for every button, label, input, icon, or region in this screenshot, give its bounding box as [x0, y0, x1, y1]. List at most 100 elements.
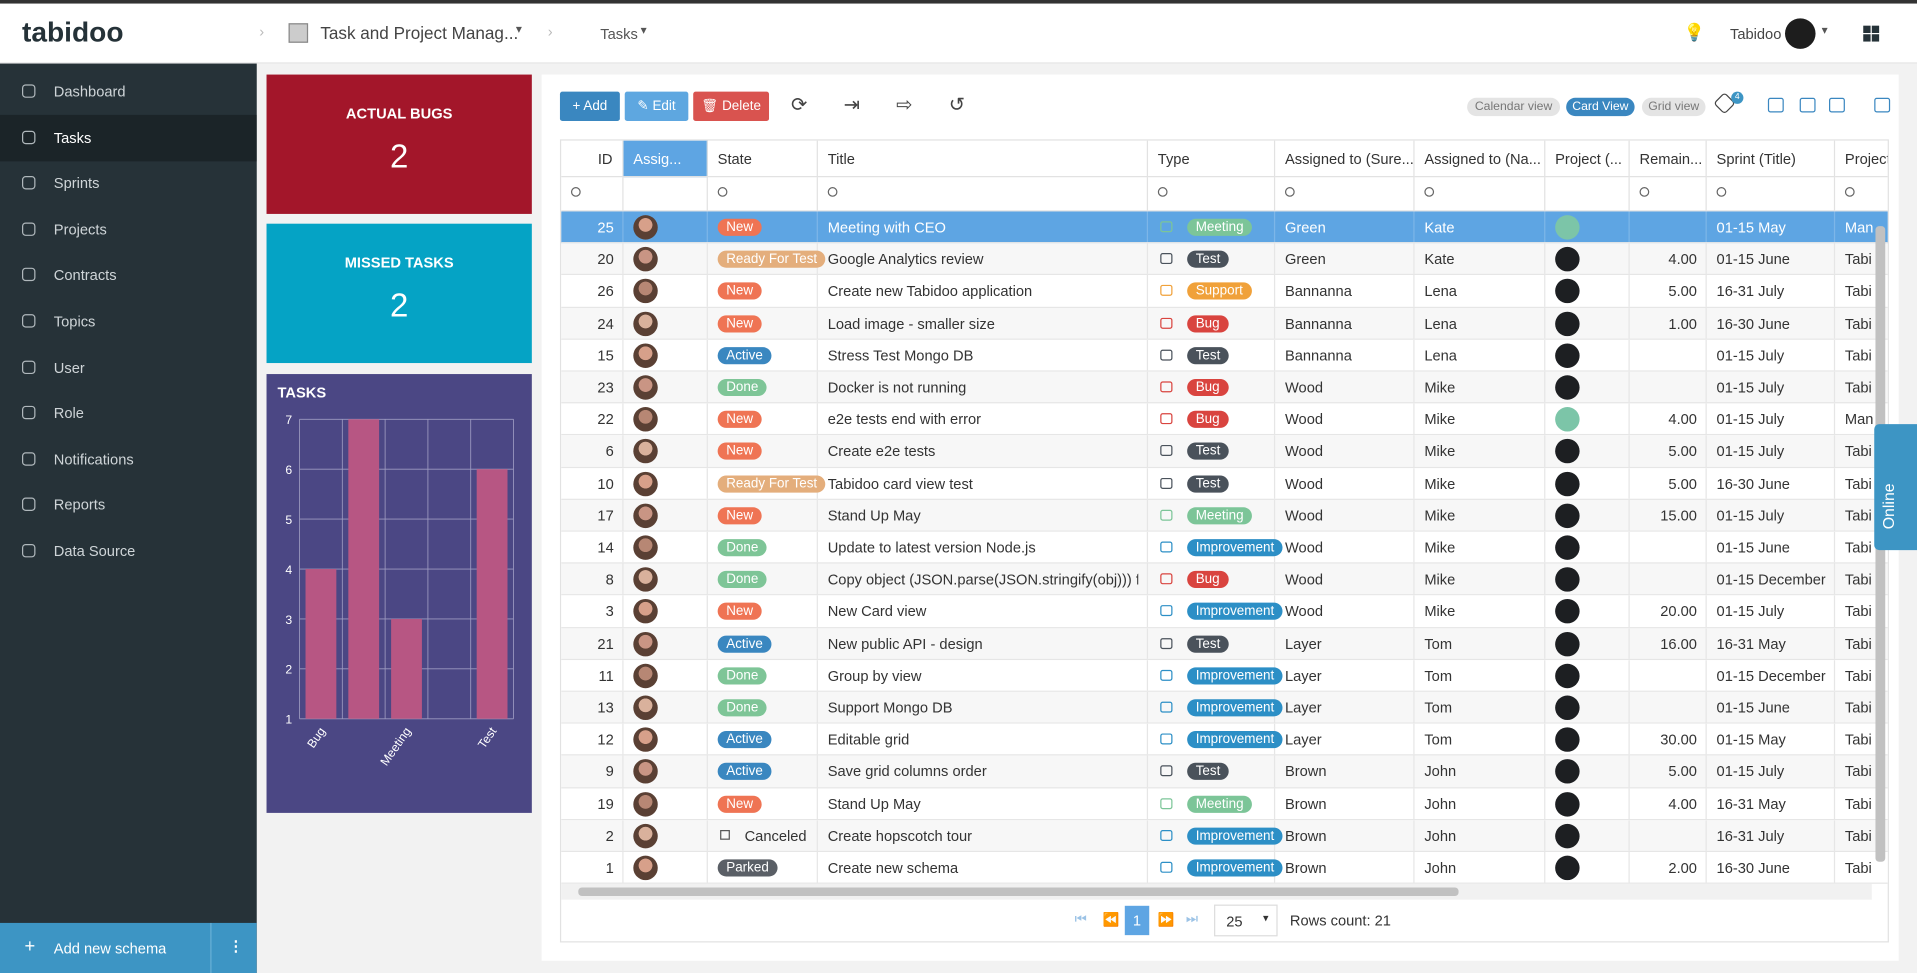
edit-button[interactable]: ✎ Edit: [624, 91, 689, 122]
view-toggle[interactable]: Card View: [1566, 97, 1635, 117]
table-row[interactable]: 26 New Create new Tabidoo application Suppo…: [561, 275, 1888, 308]
table-row[interactable]: 10 Ready For Test Tabidoo card view test Te…: [561, 467, 1888, 500]
cell-border: [1544, 627, 1546, 659]
cell-text: 23: [597, 378, 614, 397]
table-row[interactable]: 6 New Create e2e tests Test Wood Mike 5.00 01-1…: [561, 435, 1888, 468]
view-icon[interactable]: [1829, 97, 1845, 113]
table-row[interactable]: 9 Active Save grid columns order Test Brown J…: [561, 755, 1888, 788]
table-row[interactable]: 12 Active Editable grid Improvement Layer Tom…: [561, 723, 1888, 756]
cell-border: [1146, 211, 1149, 243]
table-row[interactable]: 24 New Load image - smaller size Bug Bannann…: [561, 307, 1888, 340]
divider: [210, 922, 212, 973]
pager-nav[interactable]: ⏭: [1185, 911, 1199, 927]
type-tag: Support: [1187, 282, 1252, 300]
page-size[interactable]: 25: [1214, 904, 1278, 937]
table-row[interactable]: 11 Done Group by view Improvement Layer Tom 01…: [561, 659, 1888, 692]
view-icon[interactable]: [1874, 97, 1891, 113]
menu-item[interactable]: Reports: [53, 496, 106, 514]
cell-border: [1833, 819, 1836, 851]
logo[interactable]: tabidoo: [22, 15, 124, 48]
tool-icon[interactable]: ⇥: [843, 95, 860, 117]
menu-item[interactable]: Data Source: [53, 542, 136, 560]
dropdown[interactable]: ▾: [515, 23, 523, 37]
menu-item[interactable]: Sprints: [53, 175, 100, 193]
table-row[interactable]: 3 New New Card view Improvement Wood Mike 20.0…: [561, 595, 1888, 628]
menu-item[interactable]: Projects: [53, 221, 107, 239]
app-name[interactable]: Task and Project Manag...: [320, 23, 519, 43]
tool-icon[interactable]: ⟳: [791, 95, 808, 117]
table-row[interactable]: 19 New Stand Up May Meeting Brown John 4.00 16-…: [561, 787, 1888, 820]
table-row[interactable]: 22 New e2e tests end with error Bug Wood Mike…: [561, 403, 1888, 436]
column-header[interactable]: Title: [817, 140, 1149, 178]
menu-item[interactable]: Topics: [53, 312, 96, 331]
cell-text: Tabi: [1844, 475, 1872, 493]
column-header[interactable]: Sprint (Title): [1706, 140, 1836, 178]
pager-nav[interactable]: ⏩: [1157, 913, 1175, 928]
apps-icon[interactable]: [1863, 25, 1880, 42]
pager-nav[interactable]: ⏪: [1102, 913, 1120, 928]
cell-text: 9: [605, 763, 614, 781]
delete-button[interactable]: 🗑 Delete: [693, 91, 770, 122]
column-header[interactable]: Assigned to (Sure...: [1275, 140, 1415, 178]
column-header[interactable]: ID: [561, 140, 624, 178]
table-row[interactable]: 23 Done Docker is not running Bug Wood Mike 01…: [561, 371, 1888, 404]
menu-item[interactable]: User: [53, 358, 85, 377]
cell-border: [1413, 787, 1415, 819]
cell-text: 10: [597, 475, 614, 493]
online-tab[interactable]: Online: [1874, 424, 1917, 551]
dropdown[interactable]: ▾: [640, 24, 647, 38]
table-row[interactable]: 14 Done Update to latest version Node.js Im…: [561, 531, 1888, 564]
view-toggle[interactable]: Calendar view: [1467, 97, 1561, 117]
view-icon[interactable]: [1767, 97, 1784, 113]
menu-item[interactable]: Tasks: [53, 129, 92, 147]
cell-border: [1833, 563, 1836, 595]
page-name[interactable]: Tasks: [600, 25, 638, 43]
column-header[interactable]: Type: [1148, 140, 1276, 178]
cell-border: [1833, 435, 1836, 467]
view-icon[interactable]: [1799, 97, 1816, 113]
type-tag: Test: [1187, 763, 1229, 781]
menu-item[interactable]: Role: [53, 404, 84, 422]
view-toggle[interactable]: Grid view: [1641, 97, 1706, 117]
table-row[interactable]: 15 Active Stress Test Mongo DB Test Bannanna…: [561, 339, 1888, 372]
table-row[interactable]: 25 New Meeting with CEO Meeting Green Kate 01-…: [561, 211, 1888, 244]
dropdown[interactable]: ▾: [1821, 24, 1828, 38]
more-icon[interactable]: ⋮: [228, 937, 244, 955]
separator: ›: [259, 23, 265, 41]
type-tag: Test: [1187, 346, 1229, 365]
menu-item[interactable]: Dashboard: [53, 83, 126, 101]
column-header[interactable]: Assigned to (Na...: [1414, 140, 1546, 178]
table-row[interactable]: 17 New Stand Up May Meeting Wood Mike 15.00 01-…: [561, 499, 1888, 532]
hint-icon[interactable]: 💡: [1683, 22, 1705, 42]
table-row[interactable]: 1 Parked Create new schema Improvement Brown…: [561, 852, 1888, 885]
table-row[interactable]: 13 Done Support Mongo DB Improvement Layer To…: [561, 691, 1888, 724]
column-header[interactable]: Project: [1835, 141, 1888, 178]
user-name[interactable]: Tabidoo: [1729, 25, 1782, 43]
menu-item[interactable]: Contracts: [53, 266, 117, 285]
column-header[interactable]: State: [707, 140, 818, 178]
table-row[interactable]: 20 Ready For Test Google Analytics review T…: [561, 243, 1888, 276]
user-avatar[interactable]: [1784, 18, 1816, 49]
pager-page[interactable]: 1: [1124, 905, 1150, 936]
table-row[interactable]: 21 Active New public API - design Test Layer…: [561, 627, 1888, 660]
pager-nav[interactable]: ⏮: [1074, 911, 1087, 927]
project-icon: [1555, 759, 1580, 785]
cell-text: Create e2e tests: [827, 442, 936, 461]
column-header[interactable]: Remain...: [1629, 140, 1707, 178]
menu-item[interactable]: Notifications: [53, 450, 134, 468]
add-button[interactable]: + Add: [559, 91, 620, 122]
table-row[interactable]: 8 Done Copy object (JSON.parse(JSON.string…: [561, 563, 1888, 596]
column-header[interactable]: Assig...: [623, 140, 708, 178]
cell-border: [1413, 339, 1415, 371]
cell-border: [1544, 307, 1546, 339]
dropdown-arrow[interactable]: ▾: [1262, 911, 1269, 925]
add-schema[interactable]: Add new schema: [53, 940, 167, 958]
column-header[interactable]: Project (...: [1545, 140, 1630, 178]
tool-icon[interactable]: ⇨: [896, 95, 913, 117]
table-row[interactable]: 2 Canceled Create hopscotch tour Improvemen…: [561, 819, 1888, 852]
tool-icon[interactable]: ↺: [948, 95, 966, 117]
h-scroll-thumb[interactable]: [578, 887, 1459, 897]
cell-border: [622, 563, 624, 595]
project-icon: [1555, 535, 1580, 560]
